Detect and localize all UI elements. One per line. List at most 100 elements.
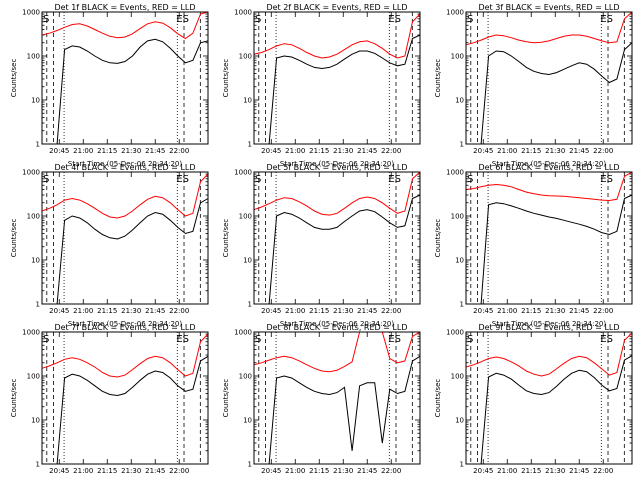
marker-s: S (43, 14, 49, 25)
chart-title: Det 4f BLACK = Events, RED = LLD (54, 163, 195, 172)
x-tick-label: 20:45 (49, 147, 69, 155)
marker-es: ES (388, 174, 401, 185)
x-tick-label: 21:15 (309, 147, 329, 155)
y-tick-label: 100 (239, 213, 252, 221)
y-tick-label: 10 (243, 97, 252, 105)
x-tick-label: 22:00 (593, 307, 613, 315)
x-tick-label: 21:30 (545, 307, 565, 315)
x-tick-label: 22:00 (381, 467, 401, 475)
x-tick-label: 21:45 (145, 307, 165, 315)
plot-frame (253, 11, 421, 145)
y-tick-label: 10 (31, 97, 40, 105)
x-tick-label: 20:45 (49, 467, 69, 475)
series-line-lld (41, 11, 209, 40)
marker-s: S (255, 334, 261, 345)
y-tick-label: 1000 (446, 169, 464, 177)
x-tick-label: 22:00 (593, 147, 613, 155)
x-tick-label: 21:30 (333, 467, 353, 475)
y-tick-label: 100 (451, 373, 464, 381)
chart-title: Det 9f BLACK = Events, RED = LLD (478, 323, 619, 332)
plot-frame (253, 331, 421, 465)
chart-title: Det 1f BLACK = Events, RED = LLD (54, 3, 195, 12)
x-tick-label: 21:30 (121, 307, 141, 315)
chart-panel-7: Det 7f BLACK = Events, RED = LLD Counts/s… (10, 323, 209, 475)
y-tick-label: 1000 (234, 169, 252, 177)
x-tick-label: 20:45 (49, 307, 69, 315)
x-tick-label: 21:15 (97, 467, 117, 475)
x-tick-label: 21:30 (545, 467, 565, 475)
y-tick-label: 1000 (234, 329, 252, 337)
x-tick-label: 21:30 (333, 147, 353, 155)
chart-panel-3: Det 3f BLACK = Events, RED = LLD Counts/s… (434, 3, 633, 168)
x-tick-label: 21:45 (569, 307, 589, 315)
y-tick-label: 1000 (22, 9, 40, 17)
y-tick-label: 1 (460, 141, 464, 149)
x-axis-label: Start Time (05-Dec-06 20:34:20) (68, 160, 182, 168)
y-tick-label: 1000 (22, 169, 40, 177)
marker-es: ES (600, 14, 613, 25)
marker-es: ES (388, 334, 401, 345)
x-tick-label: 21:00 (73, 147, 93, 155)
y-axis-label: Counts/sec (10, 379, 18, 418)
plot-frame (253, 171, 421, 305)
chart-title: Det 3f BLACK = Events, RED = LLD (478, 3, 619, 12)
marker-es: ES (176, 14, 189, 25)
x-tick-label: 21:00 (73, 467, 93, 475)
chart-title: Det 7f BLACK = Events, RED = LLD (54, 323, 195, 332)
plot-frame (465, 11, 633, 145)
x-axis-label: Start Time (05-Dec-06 20:34:20) (68, 320, 182, 328)
chart-panel-2: Det 2f BLACK = Events, RED = LLD Counts/s… (222, 3, 421, 168)
series-line-events (466, 194, 633, 305)
x-tick-label: 21:30 (333, 307, 353, 315)
y-tick-label: 10 (455, 257, 464, 265)
series-line-events (42, 198, 209, 305)
series-line-lld (41, 333, 209, 378)
x-tick-label: 20:45 (261, 467, 281, 475)
chart-title: Det 5f BLACK = Events, RED = LLD (266, 163, 407, 172)
y-tick-label: 10 (31, 417, 40, 425)
y-tick-label: 1 (460, 461, 464, 469)
series-line-events (42, 38, 209, 145)
x-axis-label: Start Time (05-Dec-06 20:34:20) (492, 160, 606, 168)
y-tick-label: 100 (239, 373, 252, 381)
y-tick-label: 10 (455, 97, 464, 105)
x-tick-label: 21:45 (569, 467, 589, 475)
x-axis-label: Start Time (05-Dec-06 20:34:20) (280, 320, 394, 328)
x-tick-label: 21:15 (521, 307, 541, 315)
y-tick-label: 1000 (234, 9, 252, 17)
x-tick-label: 21:00 (497, 307, 517, 315)
plot-frame (465, 171, 633, 305)
series-line-lld (253, 171, 421, 216)
y-tick-label: 100 (27, 53, 40, 61)
y-axis-label: Counts/sec (222, 59, 230, 98)
y-tick-label: 1 (248, 141, 252, 149)
x-tick-label: 22:00 (169, 147, 189, 155)
plot-frame (41, 331, 209, 465)
series-line-lld (465, 11, 633, 46)
y-tick-label: 10 (31, 257, 40, 265)
x-tick-label: 22:00 (169, 307, 189, 315)
x-tick-label: 20:45 (261, 147, 281, 155)
chart-panel-6: Det 6f BLACK = Events, RED = LLD Counts/s… (434, 163, 633, 328)
y-axis-label: Counts/sec (434, 219, 442, 258)
plot-frame (41, 11, 209, 145)
x-tick-label: 21:00 (285, 147, 305, 155)
x-tick-label: 21:45 (145, 467, 165, 475)
series-line-lld (253, 13, 421, 59)
x-tick-label: 21:15 (309, 307, 329, 315)
y-tick-label: 10 (243, 257, 252, 265)
y-tick-label: 100 (27, 373, 40, 381)
x-tick-label: 22:00 (381, 147, 401, 155)
series-line-lld (465, 332, 633, 377)
marker-es: ES (176, 174, 189, 185)
y-axis-label: Counts/sec (434, 59, 442, 98)
series-line-events (254, 34, 421, 145)
x-tick-label: 21:30 (545, 147, 565, 155)
x-tick-label: 21:15 (97, 147, 117, 155)
y-axis-label: Counts/sec (10, 59, 18, 98)
x-tick-label: 21:45 (569, 147, 589, 155)
y-tick-label: 1 (248, 461, 252, 469)
x-tick-label: 21:00 (285, 467, 305, 475)
chart-panel-1: Det 1f BLACK = Events, RED = LLD Counts/s… (10, 3, 209, 168)
series-line-events (254, 194, 421, 305)
